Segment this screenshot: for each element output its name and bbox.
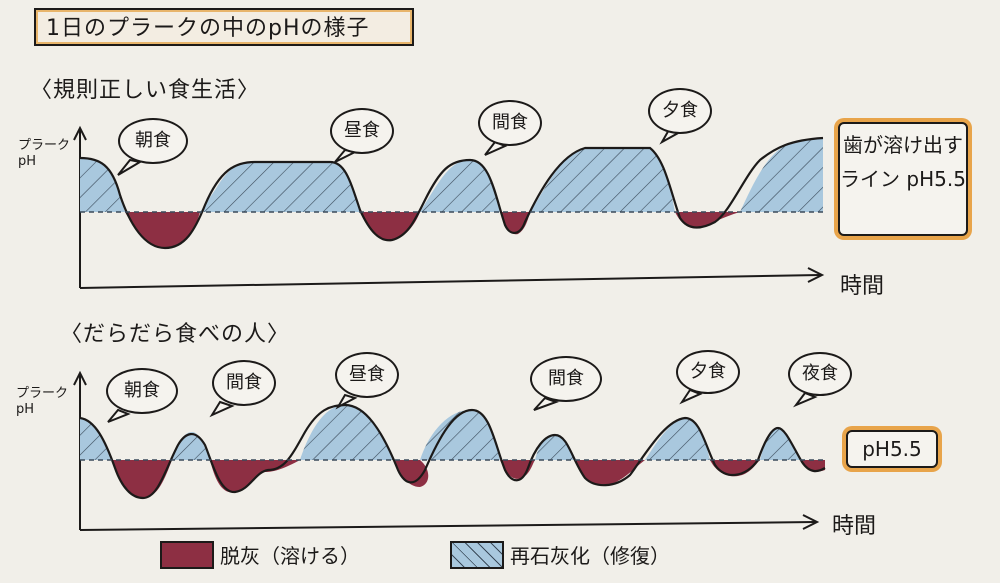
legend-swatch-remineralization	[450, 540, 504, 569]
legend-label-demineralization: 脱灰（溶ける）	[220, 544, 360, 568]
meal-bubble-snack-2b: 間食	[530, 356, 602, 402]
meal-bubble-lunch: 昼食	[330, 108, 394, 154]
bubble-tail-s1-1	[117, 158, 143, 176]
section-1-x-axis-label: 時間	[840, 274, 885, 299]
section-2-x-axis-arrow	[802, 514, 820, 530]
section-1-x-axis-arrow	[807, 267, 825, 283]
meal-bubble-dinner-2: 夕食	[676, 350, 740, 394]
section-2-ph-curve	[79, 403, 826, 500]
section-2-remineralization-area	[80, 405, 800, 460]
legend-demineralization: 脱灰（溶ける）	[160, 540, 360, 569]
meal-bubble-snack-2a: 間食	[212, 360, 276, 406]
legend-swatch-demineralization	[160, 540, 214, 569]
section-2-heading: 〈だらだら食べの人〉	[60, 322, 291, 347]
section-2-threshold-note: pH5.5	[846, 430, 938, 468]
meal-bubble-dinner: 夕食	[648, 88, 712, 134]
meal-bubble-snack: 間食	[478, 100, 542, 146]
bubble-tail-s2-1	[107, 408, 131, 423]
legend-label-remineralization: 再石灰化（修復）	[510, 544, 670, 568]
section-1-remineralization-area	[80, 138, 823, 212]
section-1-demineralization-area	[125, 212, 740, 248]
meal-bubble-breakfast: 朝食	[118, 118, 188, 164]
section-1-x-axis	[79, 274, 821, 289]
section-1-y-axis-label: プラーク pH	[18, 138, 71, 169]
bubble-tail-s2-3	[335, 393, 358, 410]
section-1-threshold-note: 歯が溶け出すライン pH5.5	[838, 122, 968, 236]
section-2-x-axis-label: 時間	[832, 514, 877, 539]
section-2-y-axis-arrow	[73, 370, 87, 386]
diagram-title: 1日のプラークの中のpHの様子	[34, 8, 414, 46]
legend-remineralization: 再石灰化（修復）	[450, 540, 670, 569]
meal-bubble-breakfast-2: 朝食	[106, 368, 178, 414]
meal-bubble-lunch-2: 昼食	[335, 352, 399, 398]
section-1-y-axis-arrow	[73, 125, 87, 141]
section-1-heading: 〈規則正しい食生活〉	[30, 78, 261, 103]
section-2-x-axis	[79, 521, 816, 531]
meal-bubble-late-snack: 夜食	[788, 352, 852, 396]
section-1-ph-curve	[79, 136, 824, 250]
section-2-y-axis-label: プラーク pH	[16, 386, 69, 417]
bubble-tail-s2-2	[209, 400, 235, 418]
